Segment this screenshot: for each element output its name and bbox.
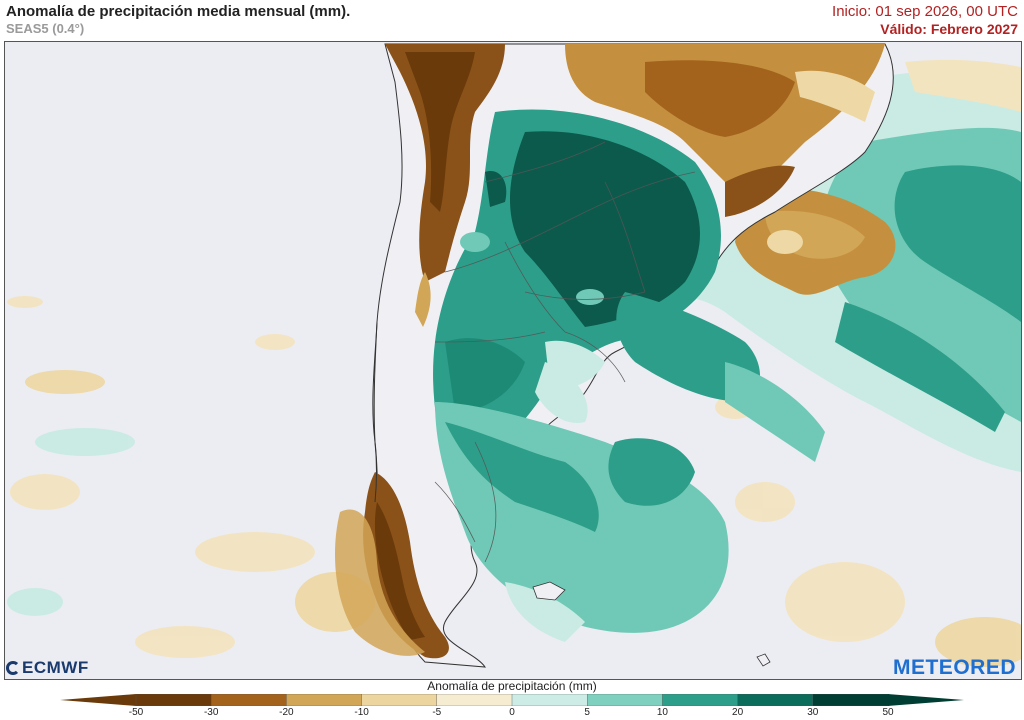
ecmwf-ring-icon — [6, 661, 20, 675]
colorbar-segment — [286, 694, 363, 706]
central-wet-anomaly — [433, 109, 721, 462]
legend-title: Anomalía de precipitación (mm) — [427, 679, 597, 693]
north-brazil-dry-anomaly — [565, 44, 885, 217]
colorbar-tick-label: 20 — [732, 707, 744, 718]
colorbar-tick-label: -20 — [279, 707, 294, 718]
colorbar-segment — [135, 694, 212, 706]
colorbar-tick-label: -50 — [128, 707, 144, 718]
valid-date: Válido: Febrero 2027 — [880, 21, 1018, 37]
brazil-dry-anomaly — [735, 188, 896, 295]
ecmwf-logo-text: ECMWF — [22, 658, 89, 677]
precipitation-anomaly-map[interactable] — [4, 41, 1022, 680]
colorbar-segment — [436, 694, 513, 706]
colorbar-arrow-right — [888, 694, 964, 706]
falkland-islands — [532, 581, 566, 601]
colorbar-segment — [737, 694, 814, 706]
chile-coast — [373, 321, 378, 503]
meteored-logo: METEORED — [892, 656, 1016, 679]
colorbar-tick-label: -30 — [203, 707, 219, 718]
model-subtitle: SEAS5 (0.4°) — [6, 21, 85, 36]
colorbar-tick-label: 10 — [656, 707, 668, 718]
colorbar-tick-label: 0 — [509, 707, 515, 718]
colorbar-arrow-left — [60, 694, 136, 706]
colorbar-segment — [662, 694, 739, 706]
colorbar-tick-label: 30 — [807, 707, 819, 718]
argentina-wet-anomaly — [435, 292, 825, 642]
colorbar — [60, 694, 964, 706]
colorbar-segment — [210, 694, 288, 706]
andes-dry-anomaly — [385, 44, 505, 327]
init-date: Inicio: 01 sep 2026, 00 UTC — [832, 3, 1018, 20]
colorbar-segment — [511, 694, 588, 706]
colorbar-segment — [361, 694, 438, 706]
colorbar-tick-label: -5 — [432, 707, 442, 718]
colorbar-tick-label: -10 — [354, 707, 369, 718]
colorbar-segment — [812, 694, 889, 706]
colorbar-segment — [587, 694, 664, 706]
national-borders — [434, 141, 696, 563]
colorbar-tick-label: 50 — [882, 707, 894, 718]
south-georgia — [756, 653, 771, 667]
colorbar-tick-label: 5 — [584, 707, 590, 718]
patagonia-dry-anomaly — [335, 472, 449, 659]
map-title: Anomalía de precipitación media mensual … — [6, 3, 351, 20]
ecmwf-logo: ECMWF — [6, 658, 89, 678]
